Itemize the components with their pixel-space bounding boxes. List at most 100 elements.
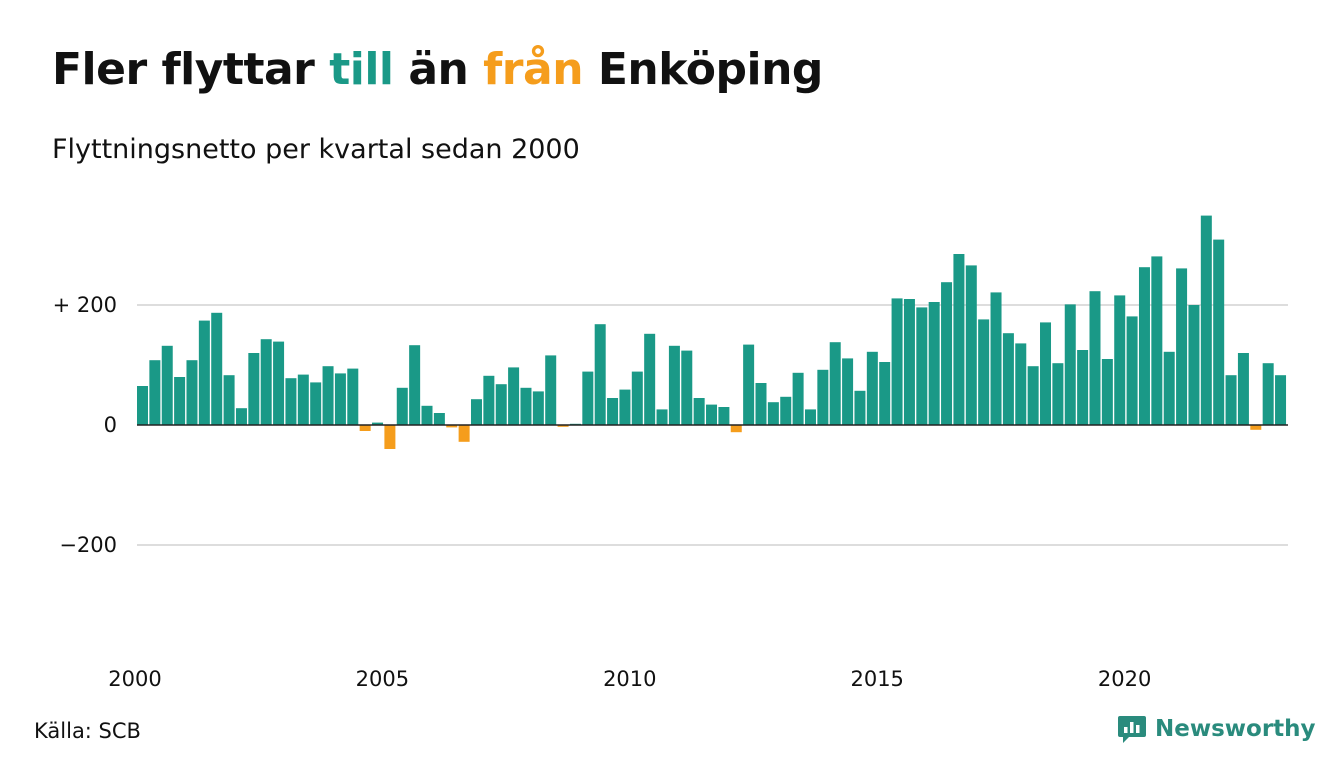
brand-logo: Newsworthy — [1117, 714, 1316, 744]
bar — [1002, 333, 1014, 425]
bar — [866, 351, 878, 425]
bar — [322, 366, 334, 425]
bar — [396, 387, 408, 425]
bar — [409, 345, 421, 425]
bar — [631, 371, 643, 425]
x-tick-label: 2010 — [603, 667, 656, 691]
bar — [359, 425, 371, 431]
x-tick-label: 2000 — [108, 667, 161, 691]
bar — [990, 292, 1002, 425]
bar — [619, 389, 631, 425]
bar — [953, 254, 965, 425]
bar — [310, 382, 322, 425]
bar — [1176, 268, 1188, 425]
bar — [903, 299, 915, 425]
bar — [718, 407, 730, 425]
bar — [1275, 375, 1287, 425]
title-part-3: än — [408, 44, 469, 95]
bar — [334, 373, 346, 425]
bar — [842, 358, 854, 425]
bar — [285, 378, 297, 425]
bar — [347, 368, 359, 425]
bar — [767, 402, 779, 425]
bar — [743, 344, 755, 425]
bar — [1188, 305, 1200, 425]
bar — [804, 409, 816, 425]
chart-title: Fler flyttar till än från Enköping — [52, 44, 823, 95]
brand-name: Newsworthy — [1155, 716, 1316, 742]
bar — [433, 413, 445, 425]
bar — [1040, 322, 1052, 425]
bar — [607, 398, 619, 425]
bar — [1151, 256, 1163, 425]
bar — [235, 408, 247, 425]
bar — [978, 319, 990, 425]
x-tick-label: 2005 — [356, 667, 409, 691]
bars — [137, 215, 1287, 449]
bar — [681, 350, 693, 425]
bar — [1225, 375, 1237, 425]
bar — [186, 360, 198, 425]
bar — [916, 307, 928, 425]
bar — [198, 320, 210, 425]
bar — [1200, 215, 1212, 425]
bar — [1101, 359, 1113, 425]
bar — [273, 341, 285, 425]
bar — [656, 409, 668, 425]
bar — [1077, 350, 1089, 425]
bar — [1027, 366, 1039, 425]
title-highlight-till: till — [329, 44, 394, 95]
title-part-5: Enköping — [597, 44, 824, 95]
bar — [483, 375, 495, 425]
bar — [446, 425, 458, 428]
bar — [470, 399, 482, 425]
bar — [161, 345, 173, 425]
bar — [928, 302, 940, 425]
bar — [780, 396, 792, 425]
title-highlight-fran: från — [483, 44, 584, 95]
bar — [582, 371, 594, 425]
y-tick-labels: + 200 0 −200 — [53, 293, 117, 557]
bar — [891, 298, 903, 425]
x-tick-label: 2020 — [1098, 667, 1151, 691]
bar — [594, 324, 606, 425]
bar — [755, 383, 767, 425]
y-tick-label: 0 — [104, 413, 117, 437]
bar — [1237, 353, 1249, 425]
bar — [1114, 295, 1126, 425]
bar — [879, 362, 891, 425]
bar — [520, 387, 532, 425]
bar — [211, 312, 223, 425]
bar — [1015, 343, 1027, 425]
bar — [532, 391, 544, 425]
title-part-1: Fler flyttar — [52, 44, 315, 95]
bar — [792, 372, 804, 425]
bar — [557, 425, 569, 427]
bar — [1052, 363, 1064, 425]
bar — [854, 390, 866, 425]
x-tick-label: 2015 — [850, 667, 903, 691]
bar — [1163, 351, 1175, 425]
bar — [1138, 267, 1150, 425]
bar — [644, 333, 656, 425]
bar — [965, 265, 977, 425]
source-label: Källa: SCB — [34, 719, 141, 743]
bar — [730, 425, 742, 433]
bar — [1250, 425, 1262, 430]
bar — [668, 345, 680, 425]
bar — [174, 377, 186, 425]
bar — [941, 282, 953, 425]
x-tick-labels: 2000 2005 2010 2015 2020 — [108, 667, 1151, 691]
bar — [1262, 363, 1274, 425]
bar — [149, 360, 161, 425]
bar — [706, 404, 718, 425]
bar — [1213, 239, 1225, 425]
bar — [372, 422, 384, 425]
y-tick-label: −200 — [59, 533, 117, 557]
chart-subtitle: Flyttningsnetto per kvartal sedan 2000 — [52, 134, 580, 165]
bar — [817, 369, 829, 425]
y-tick-label: + 200 — [53, 293, 117, 317]
bar — [248, 353, 260, 425]
bar — [421, 405, 433, 425]
